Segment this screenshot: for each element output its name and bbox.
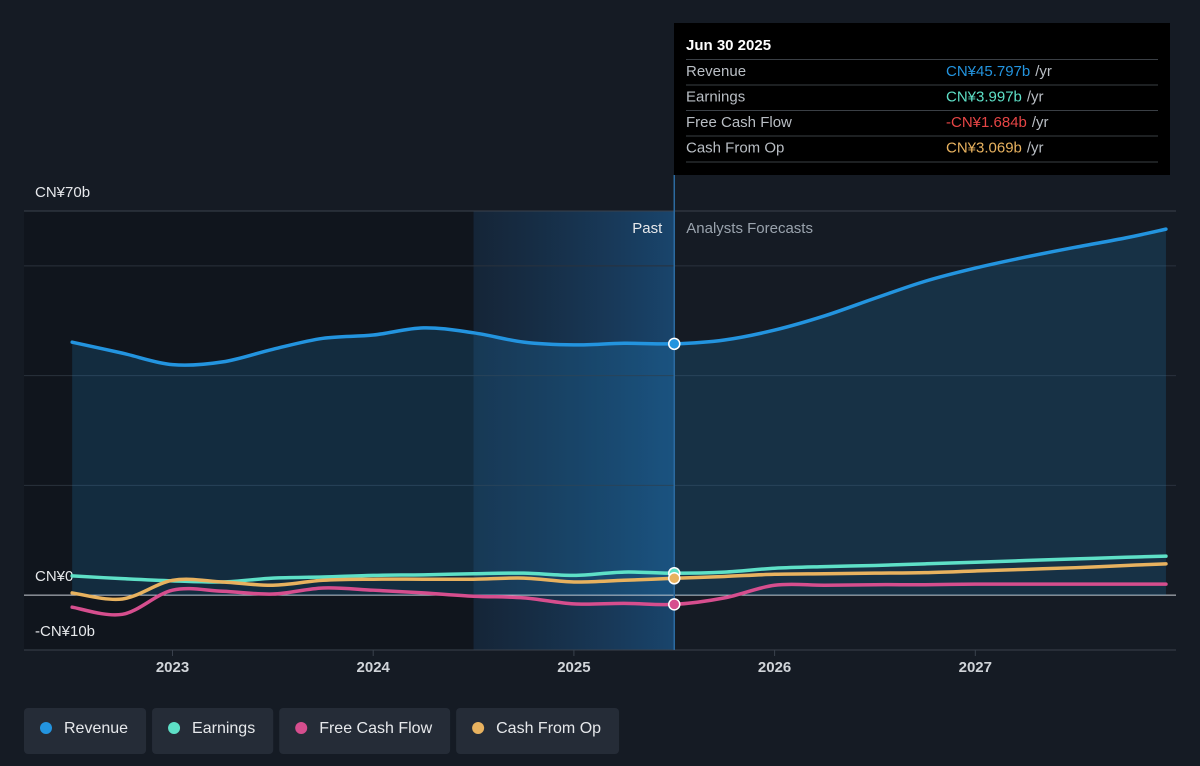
- hover-point: [668, 598, 681, 611]
- legend-swatch: [472, 722, 485, 734]
- x-tick-label: 2026: [758, 659, 791, 676]
- series-line: [70, 227, 1168, 367]
- legend-swatch: [295, 722, 308, 734]
- grid: CN¥70b CN¥0 -CN¥10b 2023 2024 2025 2026 2027: [24, 184, 1176, 676]
- tooltip-unit: /yr: [1027, 139, 1044, 156]
- tooltip-value: -CN¥1.684b/yr: [946, 114, 1049, 131]
- hover-point: [668, 572, 681, 585]
- x-tick-label: 2024: [357, 659, 391, 676]
- tooltip-unit: /yr: [1032, 114, 1049, 131]
- y-tick-label: CN¥70b: [35, 184, 90, 201]
- area: [72, 229, 1166, 596]
- legend-item[interactable]: Free Cash Flow: [279, 708, 451, 754]
- tooltip-label: Free Cash Flow: [686, 114, 792, 131]
- series-line: [70, 562, 1168, 602]
- series-line: [70, 582, 1168, 617]
- legend-swatch: [168, 722, 181, 734]
- tooltip-date: Jun 30 2025: [686, 37, 771, 54]
- legend-label: Revenue: [64, 720, 128, 737]
- tooltip-value-text: -CN¥1.684b: [946, 114, 1027, 131]
- y-tick-label: CN¥0: [35, 568, 73, 585]
- legend-button[interactable]: [279, 708, 451, 754]
- legend-button[interactable]: [152, 708, 274, 754]
- legend-button[interactable]: [456, 708, 620, 754]
- tooltip: Jun 30 2025 Revenue CN¥45.797b/yr Earnings C…: [674, 23, 1170, 175]
- x-tick-label: 2027: [959, 659, 992, 676]
- series-line: [70, 554, 1168, 584]
- tooltip-label: Earnings: [686, 88, 745, 105]
- legend-swatch: [40, 722, 52, 734]
- forecast-label: Analysts Forecasts: [686, 220, 813, 237]
- tooltip-value: CN¥3.997b/yr: [946, 88, 1044, 105]
- tooltip-unit: /yr: [1035, 63, 1052, 80]
- x-tick-label: 2023: [156, 659, 189, 676]
- x-tick-label: 2025: [557, 659, 590, 676]
- y-tick-label: -CN¥10b: [35, 623, 95, 640]
- tooltip-value-text: CN¥3.069b: [946, 139, 1022, 156]
- tooltip-value-text: CN¥3.997b: [946, 88, 1022, 105]
- past-label: Past: [632, 220, 663, 237]
- hover-point: [668, 337, 681, 351]
- legend-button[interactable]: [24, 708, 147, 754]
- tooltip-label: Cash From Op: [686, 139, 784, 156]
- plot: [70, 175, 1168, 650]
- tooltip-value: CN¥45.797b/yr: [946, 63, 1052, 80]
- legend: Revenue Earnings Free Cash Flow Cash From O…: [24, 708, 620, 754]
- tooltip-label: Revenue: [686, 63, 746, 80]
- legend-label: Free Cash Flow: [319, 720, 432, 737]
- tooltip-value: CN¥3.069b/yr: [946, 139, 1044, 156]
- legend-label: Earnings: [192, 720, 255, 737]
- legend-item[interactable]: Revenue: [24, 708, 147, 754]
- legend-item[interactable]: Earnings: [152, 708, 274, 754]
- tooltip-value-text: CN¥45.797b: [946, 63, 1030, 80]
- legend-label: Cash From Op: [496, 720, 601, 737]
- legend-item[interactable]: Cash From Op: [456, 708, 620, 754]
- tooltip-box: [674, 23, 1170, 175]
- tooltip-unit: /yr: [1027, 88, 1044, 105]
